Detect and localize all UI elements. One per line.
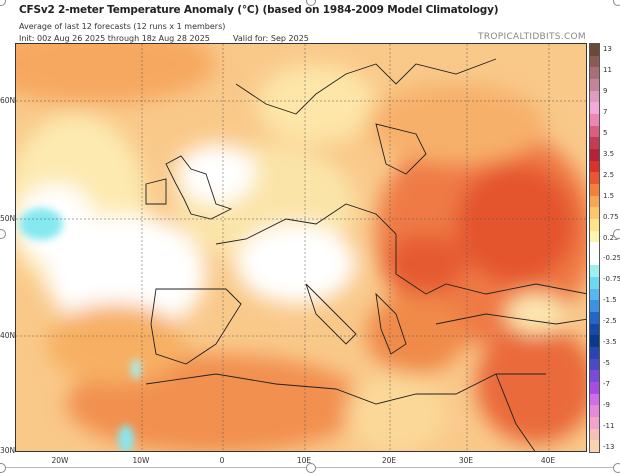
colorbar-label: 1.5: [603, 191, 615, 200]
colorbar-swatch: [590, 218, 599, 231]
colorbar-label: 0.75: [603, 212, 619, 221]
colorbar-swatch: [590, 347, 599, 359]
lat-label-60n: 60N: [0, 96, 16, 105]
colorbar-swatch: [590, 288, 599, 301]
resize-handle-top[interactable]: [306, 0, 316, 6]
brand-watermark: TROPICALTIDBITS.COM: [478, 32, 586, 42]
lon-label-20w: 20W: [51, 456, 69, 465]
cold-anomaly-atlantic: [19, 208, 63, 240]
colorbar-swatch: [590, 137, 599, 149]
map-subtitle: Average of last 12 forecasts (12 runs x …: [19, 22, 226, 31]
colorbar-label: -0.75: [603, 275, 620, 284]
lat-label-50n: 50N: [0, 214, 16, 223]
lat-label-30n: 30N: [0, 446, 16, 455]
colorbar-label: -7: [603, 380, 610, 389]
colorbar-swatch: [590, 230, 599, 243]
colorbar-label: -3.5: [603, 338, 617, 347]
colorbar-swatch: [590, 44, 599, 56]
colorbar-label: 11: [603, 65, 612, 74]
colorbar-swatch: [590, 428, 599, 441]
colorbar-swatch: [590, 207, 599, 219]
colorbar-label: -13: [603, 443, 615, 451]
colorbar-swatch: [590, 242, 599, 254]
colorbar-label: 13: [603, 45, 612, 53]
colorbar-label: -5: [603, 359, 610, 368]
lon-label-20e: 20E: [381, 456, 397, 465]
colorbar-label: 5: [603, 128, 608, 137]
colorbar-swatch: [590, 335, 599, 348]
colorbar-swatch: [590, 405, 599, 417]
lon-label-0: 0: [219, 456, 225, 465]
colorbar-swatch: [590, 253, 599, 266]
anomaly-field: [16, 44, 586, 451]
lon-label-10e: 10E: [296, 456, 312, 465]
colorbar-swatch: [590, 393, 599, 406]
colorbar-swatch: [590, 417, 599, 429]
colorbar-label: -1.5: [603, 296, 617, 305]
resize-handle-bottom-left[interactable]: [0, 463, 6, 473]
lat-label-40n: 40N: [0, 331, 16, 340]
grid-lines: [16, 44, 586, 451]
init-time: Init: 00z Aug 26 2025 through 18z Aug 28…: [19, 34, 210, 43]
coastlines: [145, 58, 586, 451]
lon-label-10w: 10W: [132, 456, 150, 465]
valid-time: Valid for: Sep 2025: [233, 34, 309, 43]
colorbar-swatch: [590, 358, 599, 371]
colorbar-swatch: [590, 183, 599, 196]
resize-handle-top-right[interactable]: [613, 0, 620, 6]
lon-label-30e: 30E: [458, 456, 474, 465]
colorbar-label: 3.5: [603, 149, 615, 158]
colorbar: [589, 43, 600, 453]
resize-handle-left[interactable]: [0, 229, 6, 239]
resize-handle-bottom-right[interactable]: [613, 463, 620, 473]
anomaly-map: [15, 43, 587, 452]
colorbar-label: 9: [603, 86, 608, 95]
colorbar-label: -11: [603, 422, 615, 431]
colorbar-label: 0.25: [603, 233, 619, 242]
map-title: CFSv2 2-meter Temperature Anomaly (°C) (…: [19, 4, 499, 16]
colorbar-swatch: [590, 265, 599, 278]
colorbar-label: -9: [603, 401, 610, 410]
colorbar-swatch: [590, 160, 599, 173]
resize-handle-bottom[interactable]: [306, 463, 316, 473]
colorbar-swatch: [590, 312, 599, 324]
colorbar-swatch: [590, 78, 599, 91]
colorbar-swatch: [590, 113, 599, 126]
resize-handle-right[interactable]: [613, 229, 620, 239]
colorbar-label: 2.5: [603, 170, 615, 179]
colorbar-label: -2.5: [603, 317, 617, 326]
colorbar-swatch: [590, 102, 599, 114]
colorbar-swatch: [590, 90, 599, 103]
colorbar-swatch: [590, 55, 599, 68]
colorbar-swatch: [590, 323, 599, 336]
resize-handle-top-left[interactable]: [0, 0, 6, 6]
colorbar-label: -0.25: [603, 254, 620, 263]
colorbar-swatch: [590, 172, 599, 184]
colorbar-swatch: [590, 370, 599, 383]
colorbar-swatch: [590, 148, 599, 161]
colorbar-swatch: [590, 300, 599, 313]
lon-label-40e: 40E: [540, 456, 556, 465]
colorbar-swatch: [590, 125, 599, 138]
colorbar-label: 7: [603, 107, 608, 116]
colorbar-swatch: [590, 277, 599, 289]
colorbar-swatch: [590, 382, 599, 394]
colorbar-swatch: [590, 67, 599, 79]
colorbar-swatch: [590, 195, 599, 208]
colorbar-swatch: [590, 440, 599, 452]
